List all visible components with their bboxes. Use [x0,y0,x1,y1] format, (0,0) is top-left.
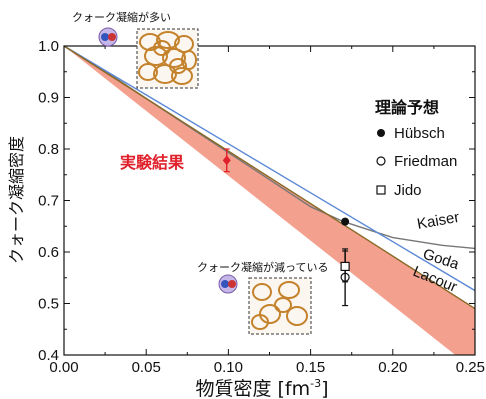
legend-marker-jido [376,185,386,195]
annotation-high-condensate: クォーク凝縮が多い [72,10,199,89]
y-axis-title: クォーク凝縮密度 [7,136,26,264]
condensate-rings-dense [138,31,197,85]
ticks-layer: 0.00 0.05 0.10 0.15 0.20 0.25 0.4 0.5 0.6 0.7 0.8 0… [38,38,485,376]
experiment-label: 実験結果 [120,153,184,172]
x-axis-title-sup: -3 [310,377,321,390]
annotation-low-label: クォーク凝縮が減っている [197,260,328,274]
x-axis-title: 物質密度 [fm-3] [195,377,328,399]
x-axis-title-end: ] [321,378,328,399]
x-tick-label: 0.20 [378,359,407,376]
point-3-marker [340,261,350,272]
plot-area [64,46,475,355]
points-layer [222,148,350,307]
legend: 理論予想 Hübsch Friedman Jido [375,98,457,199]
x-axis-title-main: 物質密度 [fm [195,378,310,399]
x-tick-label: 0.10 [214,359,243,376]
x-tick-label: 0.15 [296,359,325,376]
x-tick-label: 0.00 [49,359,78,376]
y-tick-label: 0.7 [38,193,59,210]
series-layer [64,46,475,310]
y-tick-label: 0.5 [38,296,59,313]
point-0-marker [222,155,231,166]
legend-title: 理論予想 [375,98,439,117]
annotation-high-label: クォーク凝縮が多い [72,10,171,24]
y-tick-label: 0.6 [38,244,59,261]
legend-marker-friedman [376,156,386,166]
series-line-lacour [64,46,475,310]
x-tick-label: 0.05 [132,359,161,376]
band-layer [64,46,475,355]
y-tick-label: 0.4 [38,347,59,364]
point-1-marker [341,217,350,226]
series-line-goda [64,46,475,292]
condensate-rings-sparse [251,281,308,330]
annotation-low-condensate: クォーク凝縮が減っている [197,260,328,335]
y-tick-label: 0.9 [38,90,59,107]
nucleon-pair-icon [98,27,118,47]
legend-marker-hubsch [377,129,385,137]
legend-label-jido: Jido [394,182,422,199]
y-tick-label: 0.8 [38,141,59,158]
uncertainty-band [64,46,475,355]
x-tick-label: 0.25 [456,359,485,376]
nucleon-pair-icon-2 [218,274,238,294]
legend-label-friedman: Friedman [394,153,457,170]
curve-label-kaiser: Kaiser [416,209,461,233]
series-line-kaiser [64,46,475,250]
legend-label-hubsch: Hübsch [394,125,445,142]
y-tick-label: 1.0 [38,38,59,55]
